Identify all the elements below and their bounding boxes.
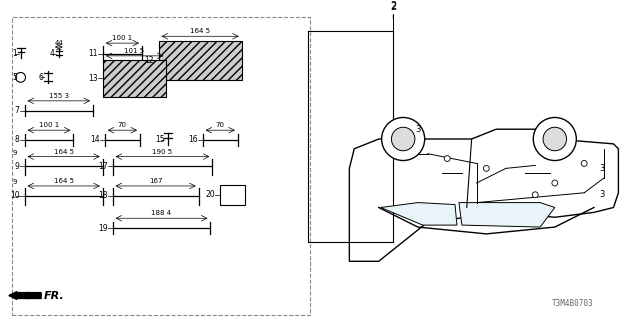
Polygon shape (349, 129, 618, 261)
Polygon shape (381, 203, 457, 225)
Text: 15: 15 (155, 135, 164, 144)
Text: 2: 2 (390, 2, 397, 12)
Text: 9: 9 (13, 150, 17, 156)
Text: 20: 20 (205, 190, 215, 199)
Text: 18: 18 (98, 191, 108, 200)
Text: 101 5: 101 5 (124, 48, 144, 54)
Text: 2: 2 (390, 1, 397, 11)
Text: 100 1: 100 1 (39, 122, 59, 128)
Text: 11: 11 (88, 49, 98, 58)
Bar (220, 185, 244, 204)
Text: 3: 3 (599, 190, 604, 199)
Text: 3: 3 (599, 164, 604, 173)
Text: 8: 8 (15, 135, 20, 144)
Text: 5: 5 (12, 73, 17, 82)
Text: 3: 3 (415, 125, 420, 134)
Text: 164 5: 164 5 (54, 149, 74, 155)
Text: 17: 17 (98, 162, 108, 171)
Text: 9: 9 (13, 179, 17, 185)
Text: 19: 19 (98, 224, 108, 233)
FancyArrow shape (9, 292, 41, 300)
Text: 164 5: 164 5 (189, 28, 210, 34)
Bar (103, 60, 166, 97)
Circle shape (533, 117, 577, 161)
Text: 100 1: 100 1 (112, 35, 132, 41)
Circle shape (16, 72, 26, 82)
Text: 155 3: 155 3 (49, 93, 68, 99)
Text: 13: 13 (88, 74, 98, 83)
Polygon shape (459, 203, 555, 227)
Circle shape (483, 165, 489, 171)
Text: T3M4B0703: T3M4B0703 (552, 299, 594, 308)
Circle shape (552, 180, 557, 186)
Bar (159, 41, 242, 80)
Circle shape (543, 127, 566, 151)
Text: 9: 9 (15, 162, 20, 171)
Circle shape (581, 161, 587, 166)
Text: 70: 70 (216, 122, 225, 128)
Text: 10: 10 (10, 191, 20, 200)
Text: 167: 167 (149, 178, 163, 184)
Bar (12, 17, 310, 315)
Circle shape (381, 117, 425, 161)
Text: 7: 7 (15, 106, 20, 115)
Circle shape (532, 192, 538, 198)
Text: 1: 1 (12, 49, 17, 58)
Text: 12: 12 (144, 56, 154, 65)
Text: 44: 44 (54, 40, 63, 46)
Text: 14: 14 (90, 135, 100, 144)
Text: 70: 70 (118, 122, 127, 128)
Circle shape (444, 156, 450, 162)
Text: 188 4: 188 4 (152, 210, 172, 216)
Text: 16: 16 (188, 135, 198, 144)
Text: 4: 4 (49, 49, 54, 58)
Text: 6: 6 (39, 73, 44, 82)
Circle shape (392, 127, 415, 151)
Text: 190 5: 190 5 (152, 149, 173, 155)
Text: 164 5: 164 5 (54, 178, 74, 184)
Text: FR.: FR. (44, 291, 65, 300)
